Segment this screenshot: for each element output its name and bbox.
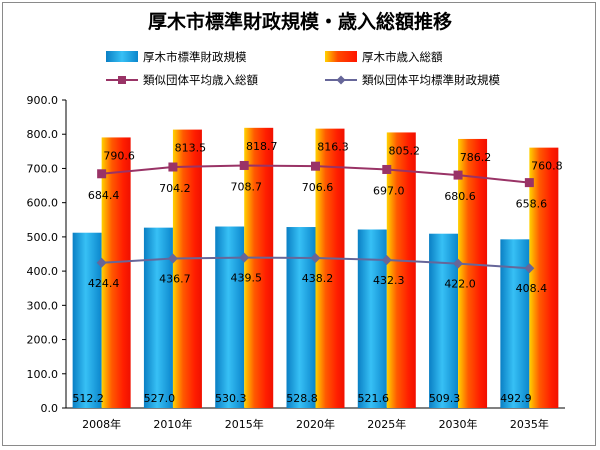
data-label-revenue: 816.3	[317, 141, 349, 154]
x-tick-label: 2025年	[367, 417, 406, 431]
similar-std-marker	[239, 252, 250, 263]
data-label-similar-std: 408.4	[516, 282, 548, 295]
similar-std-marker	[524, 263, 535, 274]
data-label-revenue: 813.5	[175, 142, 207, 155]
similar-revenue-marker	[453, 170, 463, 180]
similar-std-marker	[96, 257, 107, 268]
similar-revenue-marker	[311, 161, 320, 171]
legend-item-similar-revenue: 類似団体平均歳入総額	[106, 73, 258, 87]
bar-std-scale	[500, 239, 530, 408]
bar-std-scale	[429, 233, 459, 408]
similar-revenue-marker	[168, 162, 178, 172]
legend-marker-diamond	[336, 75, 346, 85]
data-label-revenue: 818.7	[246, 140, 278, 153]
data-label-std-scale: 492.9	[500, 392, 532, 405]
x-tick-label: 2008年	[82, 417, 121, 431]
y-tick-label: 400.0	[27, 265, 59, 278]
x-tick-label: 2020年	[296, 417, 335, 431]
data-label-similar-revenue: 706.6	[302, 181, 334, 194]
x-tick-label: 2015年	[225, 417, 264, 431]
data-label-revenue: 760.8	[531, 160, 563, 173]
data-label-similar-std: 424.4	[88, 277, 120, 290]
data-label-std-scale: 512.2	[72, 392, 104, 405]
legend: 厚木市標準財政規模 厚木市歳入総額 類似団体平均歳入総額 類似団体平均標準財政規…	[106, 50, 500, 87]
data-label-std-scale: 521.6	[358, 392, 390, 405]
similar-revenue-marker	[382, 164, 392, 174]
data-label-similar-std: 422.0	[444, 278, 476, 291]
bar-revenue	[458, 138, 488, 408]
data-label-similar-revenue: 704.2	[159, 182, 191, 195]
y-tick-label: 700.0	[27, 162, 59, 175]
data-label-similar-revenue: 684.4	[88, 189, 120, 202]
bar-revenue	[386, 132, 416, 408]
similar-revenue-marker	[239, 160, 249, 170]
similar-std-marker	[167, 253, 178, 264]
data-label-revenue: 786.2	[460, 151, 492, 164]
data-label-revenue: 790.6	[103, 149, 135, 162]
similar-std-marker	[310, 253, 321, 264]
data-label-std-scale: 509.3	[429, 392, 461, 405]
legend-swatch-revenue	[325, 51, 357, 62]
y-tick-label: 800.0	[27, 128, 59, 141]
y-tick-label: 200.0	[27, 334, 59, 347]
similar-std-marker	[453, 258, 464, 269]
bar-revenue	[172, 129, 202, 408]
data-label-revenue: 805.2	[389, 144, 421, 157]
data-label-similar-std: 438.2	[302, 272, 334, 285]
legend-label-std-scale: 厚木市標準財政規模	[143, 50, 247, 64]
data-label-similar-revenue: 708.7	[230, 180, 262, 193]
legend-label-revenue: 厚木市歳入総額	[362, 50, 443, 64]
data-label-std-scale: 528.8	[286, 392, 318, 405]
data-label-similar-std: 436.7	[159, 273, 191, 286]
data-label-similar-revenue: 680.6	[444, 190, 476, 203]
bar-std-scale	[72, 232, 102, 408]
bar-std-scale	[357, 229, 387, 408]
bar-revenue	[101, 137, 131, 408]
legend-item-revenue: 厚木市歳入総額	[325, 50, 443, 64]
bar-std-scale	[143, 227, 173, 408]
x-tick-label: 2035年	[510, 417, 549, 431]
chart-title: 厚木市標準財政規模・歳入総額推移	[148, 10, 452, 33]
legend-label-similar-std: 類似団体平均標準財政規模	[362, 73, 500, 87]
bar-revenue	[315, 128, 345, 409]
similar-std-marker	[381, 255, 392, 266]
similar-revenue-marker	[97, 169, 107, 179]
data-label-std-scale: 527.0	[144, 392, 176, 405]
x-tick-label: 2010年	[153, 417, 192, 431]
legend-item-similar-std: 類似団体平均標準財政規模	[325, 73, 500, 87]
y-tick-label: 500.0	[27, 231, 59, 244]
y-tick-label: 100.0	[27, 368, 59, 381]
bar-revenue	[529, 147, 559, 408]
legend-marker-square	[118, 76, 126, 84]
data-label-similar-std: 432.3	[373, 274, 405, 287]
similar-revenue-marker	[524, 178, 534, 188]
y-tick-label: 600.0	[27, 197, 59, 210]
data-label-similar-revenue: 658.6	[516, 198, 548, 211]
data-label-similar-std: 439.5	[230, 272, 262, 285]
plot-area: 0.0 100.0 200.0 300.0 400.0 500.0 600.0 700.0 80…	[27, 94, 565, 431]
data-label-std-scale: 530.3	[215, 392, 247, 405]
y-tick-label: 300.0	[27, 299, 59, 312]
bar-revenue	[244, 127, 274, 409]
legend-label-similar-revenue: 類似団体平均歳入総額	[143, 73, 258, 87]
y-tick-label: 0.0	[41, 402, 59, 415]
y-tick-label: 900.0	[27, 94, 59, 107]
bar-std-scale	[215, 226, 245, 408]
legend-swatch-std-scale	[106, 51, 138, 62]
legend-item-std-scale: 厚木市標準財政規模	[106, 50, 247, 64]
x-tick-label: 2030年	[439, 417, 478, 431]
bar-std-scale	[286, 227, 316, 408]
data-label-similar-revenue: 697.0	[373, 184, 405, 197]
